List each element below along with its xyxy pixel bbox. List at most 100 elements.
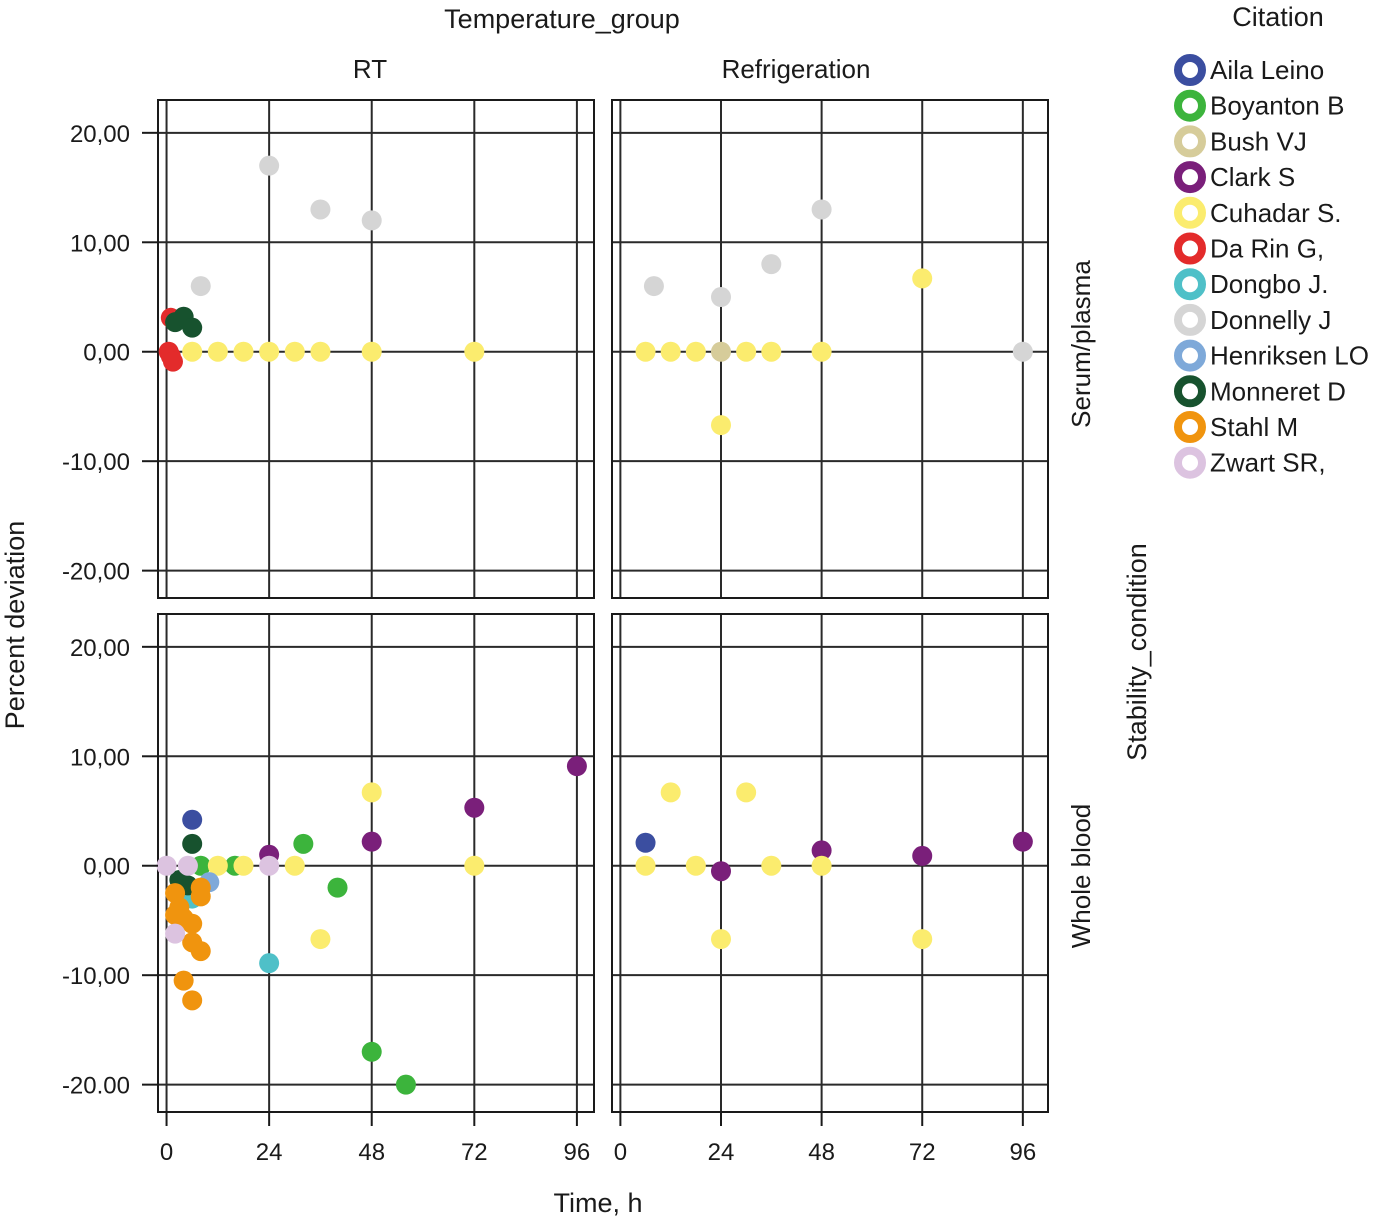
point-da-rin-g xyxy=(162,351,183,372)
legend-key-dongbo-j xyxy=(1174,268,1206,301)
legend-key-boyanton-b xyxy=(1174,89,1206,122)
point-cuhadar-s xyxy=(259,341,280,362)
legend-label-henriksen-lo: Henriksen LO xyxy=(1210,341,1369,371)
legend-label-stahl-m: Stahl M xyxy=(1210,412,1298,442)
point-cuhadar-s xyxy=(711,415,731,436)
x-tick-label: 96 xyxy=(1009,1139,1036,1166)
strip-label-serum-plasma: Serum/plasma xyxy=(1066,260,1096,428)
point-cuhadar-s xyxy=(464,855,485,876)
point-cuhadar-s xyxy=(660,341,681,362)
point-cuhadar-s xyxy=(233,855,254,876)
y-tick-label: 10,00 xyxy=(70,744,130,771)
y-tick-label: 20,00 xyxy=(70,635,130,662)
legend-label-clark-s: Clark S xyxy=(1210,162,1295,192)
legend-key-cuhadar-s xyxy=(1174,196,1206,229)
point-zwart-sr xyxy=(165,923,186,944)
point-cuhadar-s xyxy=(685,341,706,362)
legend-key-da-rin-g xyxy=(1174,232,1206,265)
point-bush-vj xyxy=(711,341,731,362)
point-donnelly-j xyxy=(1012,341,1033,362)
legend-key-monneret-d xyxy=(1174,375,1206,408)
point-clark-s xyxy=(464,797,485,818)
point-clark-s xyxy=(811,840,832,861)
point-clark-s xyxy=(711,861,731,882)
point-clark-s xyxy=(1012,831,1033,852)
point-boyanton-b xyxy=(361,1041,382,1062)
legend-key-clark-s xyxy=(1174,161,1206,194)
point-cuhadar-s xyxy=(912,929,933,950)
panel-border xyxy=(611,613,1049,1113)
y-tick-label: -10,00 xyxy=(62,963,130,990)
point-stahl-m xyxy=(190,886,211,907)
point-zwart-sr xyxy=(156,855,177,876)
point-boyanton-b xyxy=(293,833,314,854)
y-axis-title: Percent deviation xyxy=(0,521,30,730)
point-cuhadar-s xyxy=(233,341,254,362)
point-cuhadar-s xyxy=(736,341,757,362)
strip-label-whole-blood: Whole blood xyxy=(1066,804,1096,949)
legend-label-monneret-d: Monneret D xyxy=(1210,376,1346,406)
point-cuhadar-s xyxy=(310,341,331,362)
point-donnelly-j xyxy=(190,276,211,297)
point-aila-leino xyxy=(635,832,656,853)
point-clark-s xyxy=(361,831,382,852)
point-cuhadar-s xyxy=(361,782,382,803)
point-zwart-sr xyxy=(259,855,280,876)
point-cuhadar-s xyxy=(761,855,782,876)
point-stahl-m xyxy=(190,941,211,962)
point-cuhadar-s xyxy=(811,855,832,876)
legend-key-donnelly-j xyxy=(1174,303,1206,336)
legend-label-aila-leino: Aila Leino xyxy=(1210,55,1324,85)
point-cuhadar-s xyxy=(660,782,681,803)
point-cuhadar-s xyxy=(182,341,203,362)
point-donnelly-j xyxy=(711,287,731,308)
point-monneret-d xyxy=(182,317,203,338)
point-clark-s xyxy=(912,845,933,866)
point-cuhadar-s xyxy=(284,341,305,362)
legend: Aila Leino Boyanton B Bush VJ Clark S Cuhada… xyxy=(1174,54,1369,479)
legend-label-boyanton-b: Boyanton B xyxy=(1210,91,1344,121)
y-tick-label: 0,00 xyxy=(83,854,130,881)
point-cuhadar-s xyxy=(284,855,305,876)
y-tick-label: -20.00 xyxy=(62,1073,130,1100)
facet-column-title: Temperature_group xyxy=(444,4,680,34)
point-cuhadar-s xyxy=(361,341,382,362)
point-cuhadar-s xyxy=(464,341,485,362)
legend-label-donnelly-j: Donnelly J xyxy=(1210,305,1331,335)
point-aila-leino xyxy=(182,809,203,830)
point-donnelly-j xyxy=(643,276,664,297)
point-cuhadar-s xyxy=(310,929,331,950)
legend-label-cuhadar-s: Cuhadar S. xyxy=(1210,198,1342,228)
strip-label-rt: RT xyxy=(353,54,387,84)
legend-key-aila-leino xyxy=(1174,54,1206,86)
y-tick-label: 0,00 xyxy=(83,340,130,367)
point-dongbo-j xyxy=(259,953,280,974)
point-donnelly-j xyxy=(361,210,382,231)
x-tick-label: 72 xyxy=(909,1139,936,1166)
point-donnelly-j xyxy=(259,155,280,176)
x-axis-title: Time, h xyxy=(553,1188,642,1218)
point-stahl-m xyxy=(182,990,203,1011)
point-stahl-m xyxy=(173,970,194,991)
point-cuhadar-s xyxy=(635,341,656,362)
point-cuhadar-s xyxy=(711,929,731,950)
point-cuhadar-s xyxy=(912,268,933,289)
x-tick-label: 24 xyxy=(708,1139,735,1166)
x-tick-label: 72 xyxy=(461,1139,488,1166)
x-tick-label: 24 xyxy=(256,1139,283,1166)
point-cuhadar-s xyxy=(635,855,656,876)
point-donnelly-j xyxy=(811,199,832,220)
legend-key-stahl-m xyxy=(1174,411,1206,443)
point-clark-s xyxy=(566,756,587,777)
y-tick-label: -10,00 xyxy=(62,449,130,476)
point-donnelly-j xyxy=(310,199,331,220)
legend-title: Citation xyxy=(1232,2,1324,32)
y-tick-label: -20,00 xyxy=(62,559,130,586)
legend-label-zwart-sr: Zwart SR, xyxy=(1210,448,1326,478)
point-zwart-sr xyxy=(177,855,198,876)
point-stahl-m xyxy=(182,913,203,934)
point-cuhadar-s xyxy=(685,855,706,876)
facet-row-title: Stability_condition xyxy=(1122,543,1152,761)
x-tick-label: 48 xyxy=(358,1139,385,1166)
